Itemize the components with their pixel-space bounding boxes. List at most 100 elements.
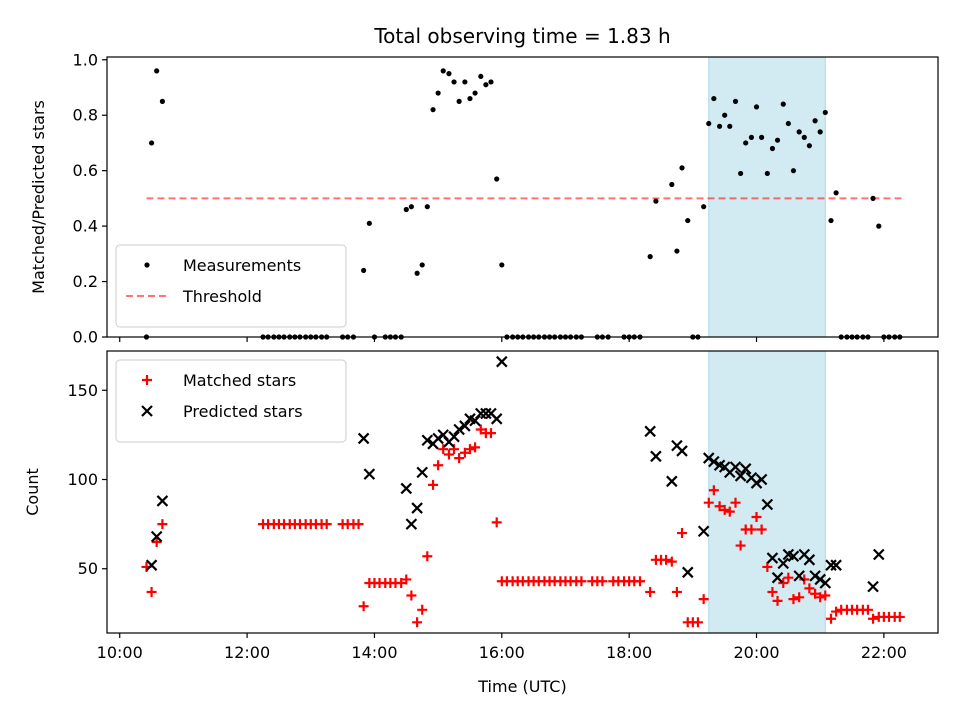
y-tick-label: 50 bbox=[78, 559, 98, 578]
data-point bbox=[494, 176, 500, 182]
data-point bbox=[406, 590, 417, 601]
shaded-region bbox=[708, 350, 826, 634]
data-point bbox=[475, 424, 486, 435]
data-point bbox=[491, 517, 502, 528]
x-tick-label: 20:00 bbox=[733, 643, 779, 662]
data-point bbox=[401, 574, 412, 585]
x-tick-label: 18:00 bbox=[606, 643, 652, 662]
data-point bbox=[666, 556, 677, 567]
data-point bbox=[412, 617, 423, 628]
data-point bbox=[724, 506, 735, 517]
data-point bbox=[692, 617, 703, 628]
data-point bbox=[424, 204, 430, 210]
data-point bbox=[448, 430, 460, 443]
data-point bbox=[711, 95, 717, 102]
data-point bbox=[650, 450, 662, 463]
y-axis-label: Count bbox=[23, 468, 42, 516]
data-point bbox=[870, 195, 876, 201]
data-point bbox=[485, 428, 496, 439]
data-point bbox=[771, 571, 784, 584]
data-point bbox=[830, 559, 842, 571]
data-point bbox=[674, 248, 680, 254]
data-point bbox=[645, 586, 656, 597]
data-point bbox=[438, 444, 449, 455]
data-point bbox=[796, 129, 802, 135]
data-point bbox=[669, 181, 675, 188]
data-point bbox=[772, 595, 783, 606]
x-tick-label: 14:00 bbox=[351, 643, 397, 662]
data-point bbox=[812, 118, 818, 124]
series-1 bbox=[145, 355, 885, 593]
data-point bbox=[697, 525, 710, 538]
data-point bbox=[467, 95, 473, 102]
data-point bbox=[446, 71, 452, 77]
data-point bbox=[780, 101, 786, 107]
data-point bbox=[729, 461, 742, 473]
data-point bbox=[873, 548, 885, 561]
y-tick-label: 100 bbox=[67, 470, 98, 489]
data-point bbox=[783, 572, 794, 583]
data-point bbox=[435, 90, 441, 96]
data-point bbox=[146, 586, 157, 597]
data-point bbox=[459, 447, 470, 458]
legend-marker bbox=[142, 375, 152, 385]
y-axis-label: Matched/Predicted stars bbox=[29, 100, 48, 294]
data-point bbox=[833, 190, 839, 196]
top-panel: 0.0 0.2 0.4 0.6 0.8 1.0 Total observing time =… bbox=[29, 24, 939, 347]
data-point bbox=[794, 592, 805, 603]
data-point bbox=[722, 112, 728, 118]
data-point bbox=[769, 145, 776, 152]
data-point bbox=[459, 420, 471, 432]
data-point bbox=[753, 104, 760, 110]
data-point bbox=[454, 453, 465, 464]
data-point bbox=[766, 552, 779, 564]
data-point bbox=[681, 566, 694, 579]
data-point bbox=[363, 468, 376, 480]
data-point bbox=[416, 466, 428, 479]
x-axis-label: Time (UTC) bbox=[477, 677, 566, 696]
data-point bbox=[735, 540, 746, 551]
data-point bbox=[358, 601, 369, 612]
data-point bbox=[150, 530, 163, 543]
data-point bbox=[499, 262, 505, 268]
data-point bbox=[739, 463, 752, 475]
data-point bbox=[478, 73, 484, 80]
data-point bbox=[685, 217, 691, 224]
data-point bbox=[788, 594, 799, 605]
data-point bbox=[732, 98, 739, 104]
data-point bbox=[156, 495, 169, 507]
data-point bbox=[815, 592, 826, 603]
data-point bbox=[714, 501, 725, 512]
data-point bbox=[806, 143, 812, 149]
data-point bbox=[790, 168, 797, 174]
data-point bbox=[761, 498, 774, 511]
data-point bbox=[483, 82, 489, 88]
x-tick-label: 16:00 bbox=[479, 643, 525, 662]
y-tick-label: 0.2 bbox=[73, 272, 98, 291]
axes-frame bbox=[106, 56, 939, 338]
legend-label: Measurements bbox=[183, 256, 301, 275]
y-tick-label: 0.6 bbox=[73, 161, 98, 180]
data-point bbox=[159, 98, 165, 104]
data-point bbox=[743, 140, 749, 146]
data-point bbox=[746, 524, 757, 535]
data-point bbox=[453, 423, 465, 436]
data-point bbox=[419, 262, 425, 268]
data-point bbox=[417, 604, 428, 615]
data-point bbox=[755, 473, 768, 486]
data-point bbox=[414, 270, 420, 276]
data-point bbox=[708, 485, 719, 496]
data-point bbox=[703, 497, 714, 508]
data-point bbox=[653, 198, 659, 204]
data-point bbox=[822, 109, 828, 116]
data-point bbox=[451, 79, 457, 85]
data-point bbox=[353, 519, 364, 530]
data-point bbox=[366, 220, 372, 226]
data-point bbox=[421, 434, 434, 447]
data-point bbox=[777, 557, 790, 570]
data-point bbox=[698, 594, 709, 605]
y-tick-label: 1.0 bbox=[73, 50, 98, 69]
data-point bbox=[396, 578, 407, 589]
data-point bbox=[804, 583, 815, 594]
